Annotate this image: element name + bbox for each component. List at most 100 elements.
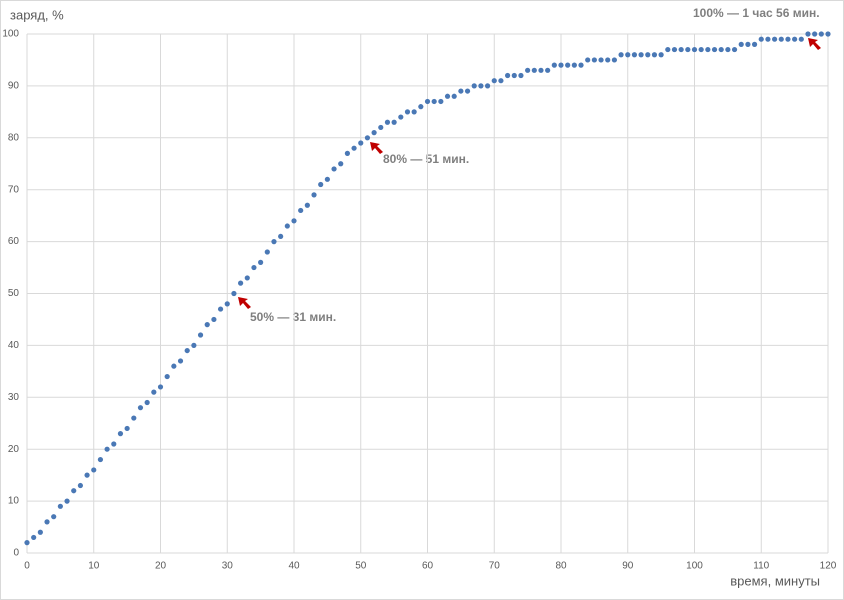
data-point [525,67,531,73]
data-point [84,472,90,478]
data-point [424,98,431,105]
data-point [298,207,304,214]
data-point [545,67,551,73]
data-point [798,36,804,42]
data-point [431,98,437,105]
data-point [171,363,177,369]
data-point [124,425,130,432]
data-point [104,446,110,452]
data-point [611,57,618,63]
data-point [278,233,284,240]
data-point [331,166,337,172]
data-point [731,46,738,53]
data-point [358,140,364,146]
data-point [231,290,237,297]
data-point [338,161,344,167]
data-point [51,514,57,520]
arrow [370,142,383,154]
y-axis-label: заряд, % [10,7,64,22]
data-point [258,259,264,265]
data-point [217,306,224,312]
data-point [825,31,831,37]
y-tick-label: 100 [2,29,19,40]
data-point [44,519,50,525]
data-point [57,503,63,509]
data-point [238,280,244,286]
data-point [157,384,164,390]
data-point [264,249,270,255]
data-point [177,358,184,364]
data-point [324,176,330,182]
data-point [571,62,577,68]
data-point [792,36,798,42]
data-point [111,441,117,447]
data-point [551,62,557,68]
x-tick-label: 60 [422,561,434,572]
data-point [498,78,504,84]
arrow [808,38,821,50]
data-point [291,218,297,224]
y-tick-label: 50 [8,288,20,299]
data-point [271,239,277,245]
data-point [772,36,778,42]
y-tick-label: 60 [8,236,20,247]
data-point [658,52,664,58]
data-point [558,62,564,68]
data-point [805,31,811,37]
data-point [37,529,43,535]
x-tick-label: 120 [820,561,837,572]
data-point [371,130,377,136]
data-point [344,150,350,156]
x-tick-label: 0 [24,561,30,572]
data-point [458,88,464,94]
data-point [585,57,591,63]
data-point [77,482,83,489]
data-point [451,93,457,99]
x-tick-label: 90 [622,561,634,572]
arrow [238,297,251,309]
data-point [538,67,544,73]
x-tick-label: 70 [489,561,501,572]
data-point [738,41,744,47]
data-point [745,41,751,47]
data-point [384,119,391,125]
data-point [531,67,537,73]
data-point [751,41,758,47]
data-point [284,223,290,229]
data-point [765,36,771,42]
data-point [725,46,731,53]
data-point [578,62,584,68]
data-point [778,36,784,42]
y-tick-label: 70 [8,184,20,195]
data-point [518,72,524,79]
data-point [631,52,638,58]
data-point [164,373,170,380]
data-point [618,52,624,58]
data-point [418,104,424,110]
data-point [131,415,137,421]
data-point [464,88,471,94]
data-point [144,399,150,406]
data-point [378,124,384,131]
y-tick-label: 90 [8,81,20,92]
data-point [665,46,671,53]
data-point [211,316,217,323]
data-point [197,332,204,338]
data-point [251,264,257,271]
x-tick-label: 20 [155,561,167,572]
data-point [698,46,704,53]
data-point [591,57,597,63]
data-point [671,46,678,53]
x-tick-label: 80 [555,561,567,572]
data-point [565,62,571,68]
data-point [97,456,104,463]
data-point [651,52,658,58]
x-tick-label: 10 [88,561,100,572]
data-point [478,83,484,89]
data-point [484,83,491,89]
data-point [151,389,157,395]
data-point [117,431,124,437]
data-point [224,301,230,307]
data-point [391,119,397,125]
data-point [691,46,698,53]
